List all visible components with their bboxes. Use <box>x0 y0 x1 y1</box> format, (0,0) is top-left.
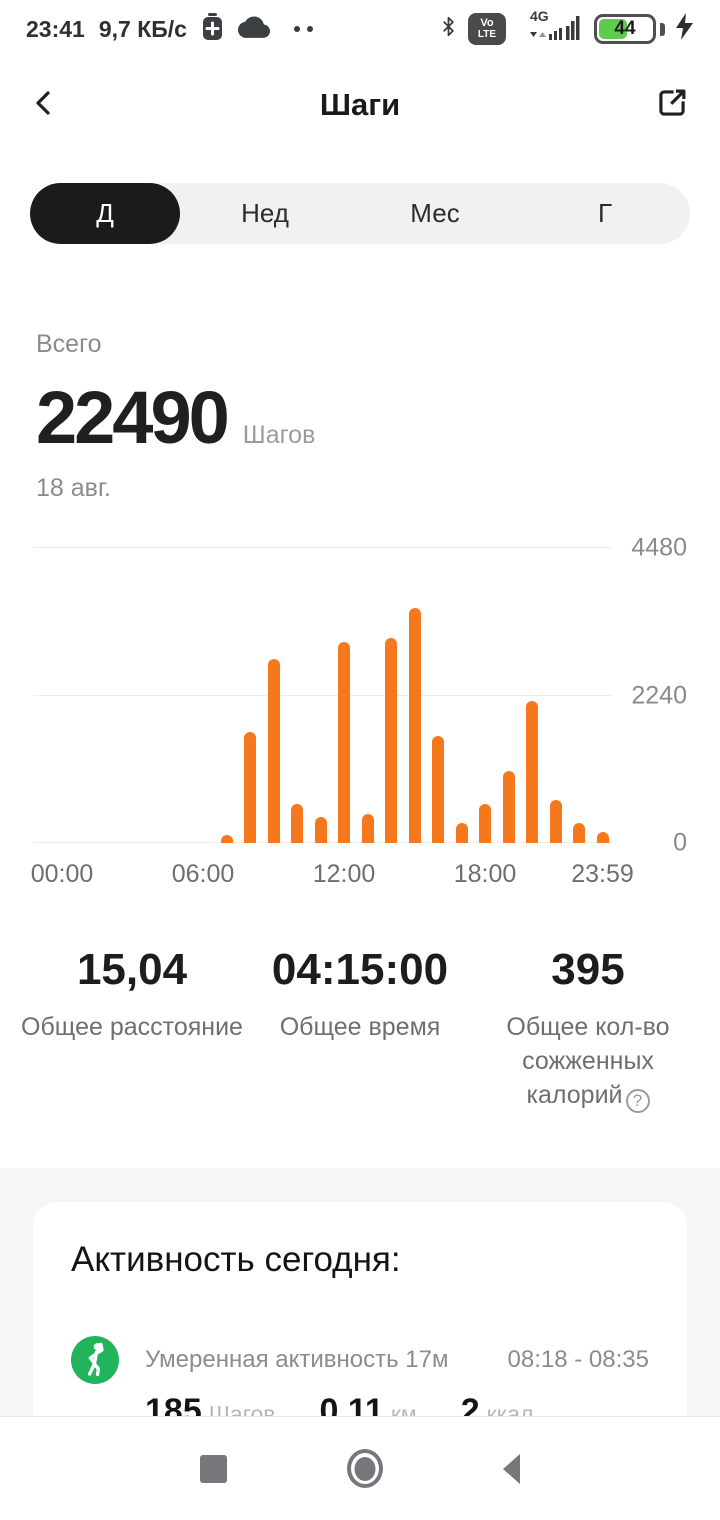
tab-month[interactable]: Мес <box>410 198 460 228</box>
status-bar-right: Vo LTE 4G 44 <box>439 7 694 52</box>
stat-time: 04:15:00 Общее время <box>246 945 474 1045</box>
chart-bar-hour-13[interactable] <box>361 814 374 843</box>
totals-row: 15,04 Общее расстояние 04:15:00 Общее вр… <box>18 945 702 1113</box>
share-icon <box>653 84 691 127</box>
tab-year[interactable]: Г <box>597 198 613 228</box>
network-type-label: 4G <box>530 8 549 24</box>
stat-time-value: 04:15:00 <box>271 945 449 994</box>
summary-label: Всего <box>36 330 102 358</box>
chart-x-tick-label: 23:59 <box>571 860 634 888</box>
chart-y-tick-label: 4480 <box>631 533 687 562</box>
activity-item-body: Умеренная активность 17м 08:18 - 08:35 1… <box>145 1336 649 1417</box>
stat-calories-value: 395 <box>551 945 625 994</box>
question-circle-icon[interactable]: ? <box>625 1088 650 1113</box>
steps-chart: 0 2240 4480 00:00 06:00 12:00 18:00 23:59 <box>30 534 687 890</box>
chart-bar-hour-18[interactable] <box>479 804 491 843</box>
chart-bar-hour-16[interactable] <box>432 736 444 843</box>
stat-calories-label: Общее кол-во сожженных калорий? <box>483 1011 693 1113</box>
network-speed: 9,7 КБ/с <box>98 15 187 42</box>
tab-week[interactable]: Нед <box>241 198 289 228</box>
chart-ylabels: 0 2240 4480 <box>607 534 687 857</box>
page-title: Шаги <box>319 87 401 122</box>
cloud-icon <box>237 15 270 43</box>
volte-badge: Vo LTE <box>468 13 506 45</box>
period-tabs: Д Нед Мес Г <box>30 183 690 244</box>
chart-bar-hour-10[interactable] <box>291 804 303 843</box>
back-button[interactable] <box>24 85 64 125</box>
chart-bar-hour-20[interactable] <box>526 701 538 843</box>
status-bar-left: 23:41 9,7 КБ/с <box>26 12 313 46</box>
battery-saver-icon <box>201 12 224 46</box>
chevron-left-icon <box>28 87 60 124</box>
activity-name: Умеренная активность 17м <box>145 1346 449 1373</box>
signal-4g-icon: 4G <box>516 7 584 52</box>
chart-x-tick-label: 00:00 <box>30 860 94 888</box>
stat-time-label: Общее время <box>279 1013 441 1041</box>
home-button[interactable] <box>347 1449 383 1488</box>
total-steps-value: 22490 <box>36 376 230 459</box>
activity-time-range: 08:18 - 08:35 <box>507 1346 649 1373</box>
chart-x-tick-label: 12:00 <box>312 860 376 888</box>
summary: Всего 22490 Шагов 18 авг. <box>36 330 684 503</box>
chart-bar-hour-19[interactable] <box>502 771 515 843</box>
back-nav-button[interactable] <box>503 1453 520 1484</box>
chart-bar-hour-11[interactable] <box>314 817 327 843</box>
stat-distance-label: Общее расстояние <box>21 1013 243 1041</box>
chart-bar-hour-21[interactable] <box>549 800 562 843</box>
metric-distance: 0,11 км <box>319 1392 417 1417</box>
charging-bolt-icon <box>675 13 694 45</box>
android-nav-bar <box>0 1417 720 1520</box>
chart-bar-hour-9[interactable] <box>267 659 280 843</box>
activity-metrics: 185 Шагов 0,11 км 2 ккал <box>145 1392 649 1417</box>
chart-bar-hour-23[interactable] <box>596 832 609 843</box>
battery-percent: 44 <box>614 18 636 39</box>
recents-button[interactable] <box>200 1454 227 1483</box>
chart-bar-hour-12[interactable] <box>338 642 350 843</box>
chart-x-tick-label: 18:00 <box>453 860 517 888</box>
status-bar: 23:41 9,7 КБ/с <box>0 0 720 58</box>
activity-list-item[interactable]: Умеренная активность 17м 08:18 - 08:35 1… <box>71 1336 649 1417</box>
battery-indicator: 44 <box>594 14 656 44</box>
stat-distance: 15,04 Общее расстояние <box>18 945 246 1045</box>
chart-bar-hour-22[interactable] <box>573 823 585 843</box>
chart-y-tick-label: 2240 <box>631 681 687 709</box>
chart-gridline <box>33 547 611 548</box>
stat-distance-value: 15,04 <box>76 945 188 994</box>
chart-bar-hour-14[interactable] <box>385 638 397 843</box>
bluetooth-icon <box>439 13 458 45</box>
chart-gridline <box>33 694 611 696</box>
home-icon <box>354 1456 376 1481</box>
metric-calories: 2 ккал <box>460 1392 534 1417</box>
stat-calories: 395 Общее кол-во сожженных калорий? <box>474 945 702 1113</box>
tab-day[interactable]: Д <box>30 183 180 244</box>
activity-section: Активность сегодня: <box>0 1168 720 1417</box>
walking-person-icon <box>71 1336 119 1384</box>
battery-fill <box>599 19 627 39</box>
activity-card: Активность сегодня: <box>33 1202 687 1417</box>
total-steps-unit: Шагов <box>242 421 316 449</box>
summary-date: 18 авг. <box>36 474 111 502</box>
header: Шаги <box>0 66 720 144</box>
chart-bar-hour-15[interactable] <box>408 608 421 843</box>
chart-x-tick-label: 06:00 <box>171 860 235 888</box>
battery-nub <box>660 22 665 36</box>
chart-y-tick-label: 0 <box>673 828 687 857</box>
activity-card-title: Активность сегодня: <box>71 1240 401 1279</box>
chart-bar-hour-17[interactable] <box>455 823 468 843</box>
metric-steps: 185 Шагов <box>145 1392 276 1417</box>
chart-bar-hour-8[interactable] <box>244 732 256 843</box>
share-button[interactable] <box>650 83 694 127</box>
chart-bar-hour-7[interactable] <box>220 835 233 843</box>
chart-xlabels: 00:00 06:00 12:00 18:00 23:59 <box>30 860 634 890</box>
steps-chart-plot <box>33 547 611 843</box>
more-dots-icon <box>293 26 313 32</box>
status-time: 23:41 <box>26 15 85 42</box>
